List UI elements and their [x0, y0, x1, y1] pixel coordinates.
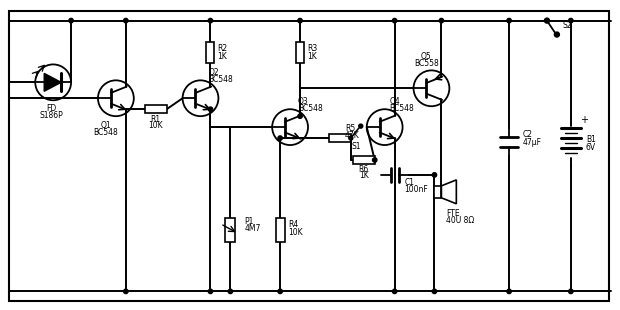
- Text: BC548: BC548: [94, 128, 118, 137]
- Text: +: +: [580, 115, 588, 125]
- Text: 10K: 10K: [148, 121, 163, 130]
- Text: BC548: BC548: [298, 104, 323, 113]
- Text: Q2: Q2: [208, 68, 219, 77]
- Circle shape: [298, 18, 302, 23]
- Circle shape: [298, 114, 302, 118]
- Text: B1: B1: [586, 135, 596, 144]
- Text: 6V: 6V: [586, 143, 596, 152]
- Text: P1: P1: [244, 217, 254, 226]
- Circle shape: [123, 289, 128, 294]
- Circle shape: [507, 18, 512, 23]
- Circle shape: [432, 173, 436, 177]
- Circle shape: [278, 289, 282, 294]
- Circle shape: [373, 158, 377, 162]
- Bar: [329, 134, 351, 142]
- Circle shape: [208, 289, 213, 294]
- Bar: [296, 42, 304, 64]
- Circle shape: [228, 289, 232, 294]
- Text: R5: R5: [345, 124, 355, 133]
- Circle shape: [432, 289, 436, 294]
- Text: 10K: 10K: [288, 228, 303, 237]
- Text: R6: R6: [358, 166, 369, 175]
- Polygon shape: [441, 180, 456, 204]
- Circle shape: [507, 289, 512, 294]
- Circle shape: [208, 107, 213, 111]
- Text: 1K: 1K: [359, 171, 369, 180]
- Text: R3: R3: [307, 44, 317, 53]
- Circle shape: [544, 18, 549, 23]
- Circle shape: [439, 18, 443, 23]
- Circle shape: [272, 109, 308, 145]
- Text: R2: R2: [218, 44, 228, 53]
- Bar: [206, 42, 215, 64]
- Text: BC548: BC548: [208, 75, 233, 84]
- Text: 100nF: 100nF: [405, 185, 428, 194]
- Text: C2: C2: [523, 130, 533, 139]
- Text: R1: R1: [151, 115, 161, 124]
- Circle shape: [35, 64, 71, 100]
- Circle shape: [69, 18, 73, 23]
- Text: C1: C1: [405, 178, 415, 187]
- Bar: [353, 156, 374, 164]
- Text: Q4: Q4: [389, 97, 401, 106]
- Circle shape: [182, 80, 218, 116]
- Text: 40U 8Ω: 40U 8Ω: [446, 216, 475, 225]
- Text: R4: R4: [288, 220, 298, 229]
- Text: FTE: FTE: [446, 209, 460, 218]
- Text: 1K: 1K: [307, 52, 317, 61]
- Text: 1K: 1K: [218, 52, 227, 61]
- Text: S186P: S186P: [39, 111, 63, 120]
- Circle shape: [359, 124, 363, 128]
- Text: 4M7: 4M7: [244, 224, 260, 233]
- Circle shape: [208, 18, 213, 23]
- Circle shape: [414, 70, 450, 106]
- Text: FD: FD: [46, 104, 56, 113]
- Text: S2: S2: [563, 21, 572, 30]
- Text: Q1: Q1: [100, 121, 111, 130]
- Circle shape: [554, 32, 559, 37]
- Circle shape: [569, 18, 573, 23]
- Circle shape: [349, 136, 353, 140]
- Bar: [276, 218, 285, 241]
- Bar: [435, 186, 441, 198]
- Text: 47K: 47K: [345, 131, 360, 140]
- Polygon shape: [44, 73, 61, 91]
- Circle shape: [392, 18, 397, 23]
- Circle shape: [392, 289, 397, 294]
- Text: BC548: BC548: [389, 104, 414, 113]
- Text: Q3: Q3: [298, 97, 309, 106]
- Text: Q5: Q5: [421, 52, 432, 61]
- Bar: [144, 105, 167, 113]
- Text: 47μF: 47μF: [523, 138, 542, 147]
- Text: BC558: BC558: [414, 59, 439, 68]
- Circle shape: [123, 18, 128, 23]
- Circle shape: [278, 136, 282, 140]
- Circle shape: [367, 109, 402, 145]
- Circle shape: [569, 289, 573, 294]
- Circle shape: [98, 80, 134, 116]
- Bar: [226, 218, 236, 241]
- Text: S1: S1: [351, 142, 361, 151]
